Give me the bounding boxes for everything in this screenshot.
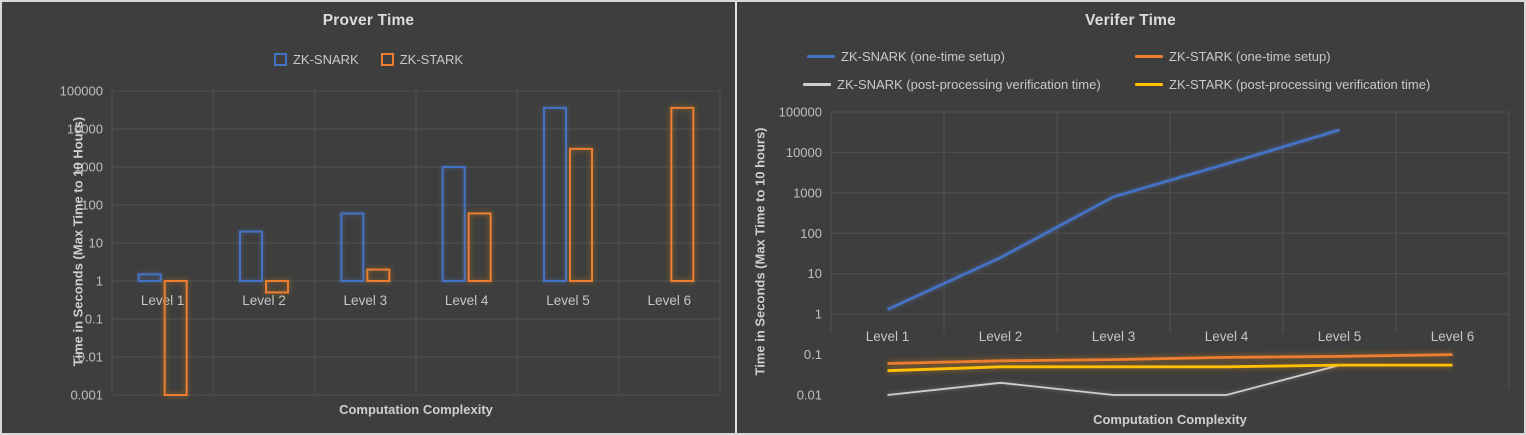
y-tick-label: 100	[81, 198, 103, 213]
y-tick-label: 1	[96, 274, 103, 289]
verifier-time-chart-panel[interactable]: Verifer Time ZK-SNARK (one-time setup) ZK…	[737, 2, 1524, 433]
y-tick-label: 0.01	[78, 350, 103, 365]
series-line-1	[886, 128, 1340, 311]
y-axis-tick-labels: 100000 10000 1000 100 10 1 0.1 0.01	[779, 105, 822, 403]
y-tick-label: 10000	[67, 122, 103, 137]
prover-y-axis-title: Time in Seconds (Max Time to 10 Hours)	[70, 116, 86, 367]
x-axis-category-labels: Level 1 Level 2 Level 3 Level 4 Level 5 Level…	[141, 293, 691, 308]
x-category-label: Level 1	[141, 293, 185, 308]
verifier-x-axis-title: Computation Complexity	[1093, 412, 1247, 427]
prover-time-chart-panel[interactable]: Prover Time ZK-SNARK ZK-STARK 100000 10000…	[2, 2, 735, 433]
y-tick-label: 0.1	[85, 312, 103, 327]
y-tick-label: 1000	[793, 185, 822, 200]
bar	[569, 147, 593, 282]
y-tick-label: 0.01	[797, 388, 822, 403]
gridlines	[830, 111, 1510, 388]
x-category-label: Level 6	[648, 293, 692, 308]
chart-title-prover: Prover Time	[322, 12, 415, 29]
x-category-label: Level 2	[979, 329, 1023, 344]
bar	[239, 230, 263, 283]
y-axis-tick-labels: 100000 10000 1000 100 10 1 0.1 0.01 0.001	[60, 84, 103, 403]
y-tick-label: 10	[808, 266, 822, 281]
x-axis-category-labels: Level 1 Level 2 Level 3 Level 4 Level 5 Level…	[866, 329, 1475, 344]
y-tick-label: 1000	[74, 160, 103, 175]
x-category-label: Level 4	[1205, 329, 1249, 344]
x-category-label: Level 2	[242, 293, 286, 308]
y-tick-label: 0.001	[70, 388, 103, 403]
prover-x-axis-title: Computation Complexity	[339, 402, 493, 417]
x-category-label: Level 5	[1318, 329, 1362, 344]
bar	[366, 268, 391, 282]
bar	[543, 106, 567, 282]
prover-bar-plot: 100000 10000 1000 100 10 1 0.1 0.01 0.001 Level 1…	[60, 84, 721, 403]
y-tick-label: 100	[800, 226, 822, 241]
y-tick-label: 10	[89, 236, 103, 251]
series-line-2	[887, 353, 1453, 365]
x-category-label: Level 3	[344, 293, 388, 308]
series-line-3	[887, 364, 1340, 396]
bar	[340, 212, 365, 282]
bar	[137, 273, 162, 283]
bar	[265, 280, 289, 294]
panel-divider	[735, 2, 737, 433]
bar-series-1	[137, 106, 567, 283]
gridlines	[111, 90, 721, 396]
bar	[670, 106, 695, 282]
x-category-label: Level 1	[866, 329, 910, 344]
bar	[163, 280, 188, 396]
x-category-label: Level 3	[1092, 329, 1136, 344]
series-line-4	[887, 363, 1453, 373]
y-tick-label: 0.1	[804, 347, 822, 362]
verifier-y-axis-title: Time in Seconds (Max Time to 10 hours)	[752, 127, 768, 376]
x-category-label: Level 5	[546, 293, 590, 308]
y-tick-label: 100000	[60, 84, 103, 99]
x-category-label: Level 4	[445, 293, 489, 308]
bar	[467, 212, 492, 282]
bar-series-2	[163, 106, 695, 396]
y-tick-label: 1	[815, 307, 822, 322]
chart-title-verifier: Verifer Time	[1085, 12, 1176, 29]
bar	[441, 166, 466, 282]
y-tick-label: 100000	[779, 105, 822, 120]
x-category-label: Level 6	[1431, 329, 1475, 344]
y-tick-label: 10000	[786, 145, 822, 160]
